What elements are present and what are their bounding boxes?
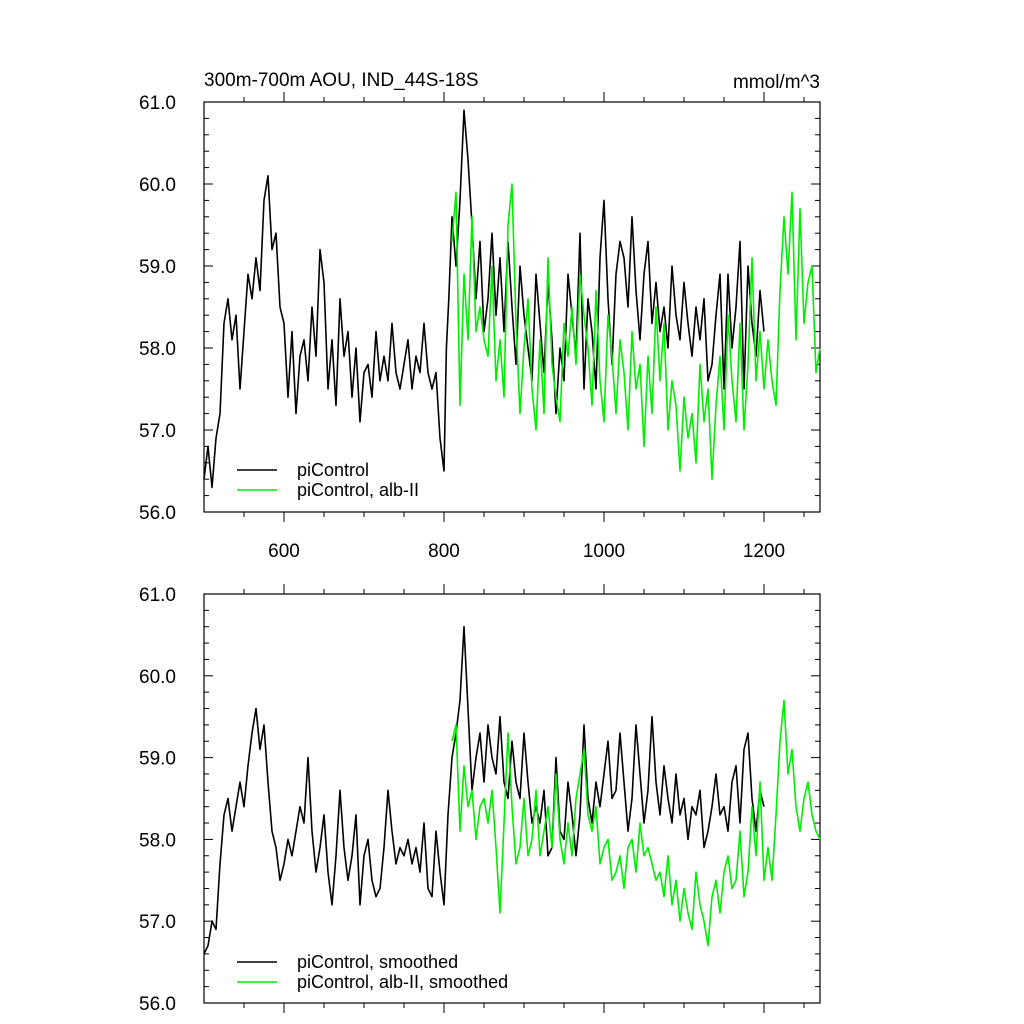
- series-line: [203, 109, 765, 489]
- y-tick-label: 57.0: [139, 421, 176, 442]
- x-tick-label: 1000: [583, 541, 625, 562]
- y-tick-label: 56.0: [139, 994, 176, 1015]
- chart-title: 300m-700m AOU, IND_44S-18S: [204, 70, 479, 91]
- y-tick-label: 60.0: [139, 175, 176, 196]
- y-tick-label: 60.0: [139, 667, 176, 688]
- top-panel: 56.0 57.0 58.0 59.0 60.0 61.0 600 800 1000 1200 pi…: [139, 92, 821, 562]
- chart-units: mmol/m^3: [733, 72, 820, 93]
- x-tick-label: 1200: [743, 541, 785, 562]
- y-tick-label: 57.0: [139, 912, 176, 933]
- y-tick-label: 59.0: [139, 749, 176, 770]
- y-tick-label: 61.0: [139, 585, 176, 606]
- y-tick-label: 61.0: [139, 93, 176, 114]
- x-tick-label: 800: [428, 541, 460, 562]
- y-tick-label: 59.0: [139, 257, 176, 278]
- plot-frame: [203, 593, 821, 1004]
- legend-label: piControl, alb-II: [297, 480, 419, 500]
- legend-label: piControl, smoothed: [297, 952, 458, 972]
- y-tick-label: 56.0: [139, 503, 176, 524]
- bottom-panel: 56.0 57.0 58.0 59.0 60.0 61.0 piControl, smoot…: [139, 584, 821, 1015]
- series-line: [451, 699, 821, 947]
- x-tick-label: 600: [268, 541, 300, 562]
- plot-frame: [203, 101, 821, 513]
- series-line: [203, 625, 765, 955]
- series-line: [451, 183, 821, 481]
- y-tick-label: 58.0: [139, 830, 176, 851]
- legend-label: piControl: [297, 460, 369, 480]
- y-tick-label: 58.0: [139, 339, 176, 360]
- legend-label: piControl, alb-II, smoothed: [297, 972, 508, 992]
